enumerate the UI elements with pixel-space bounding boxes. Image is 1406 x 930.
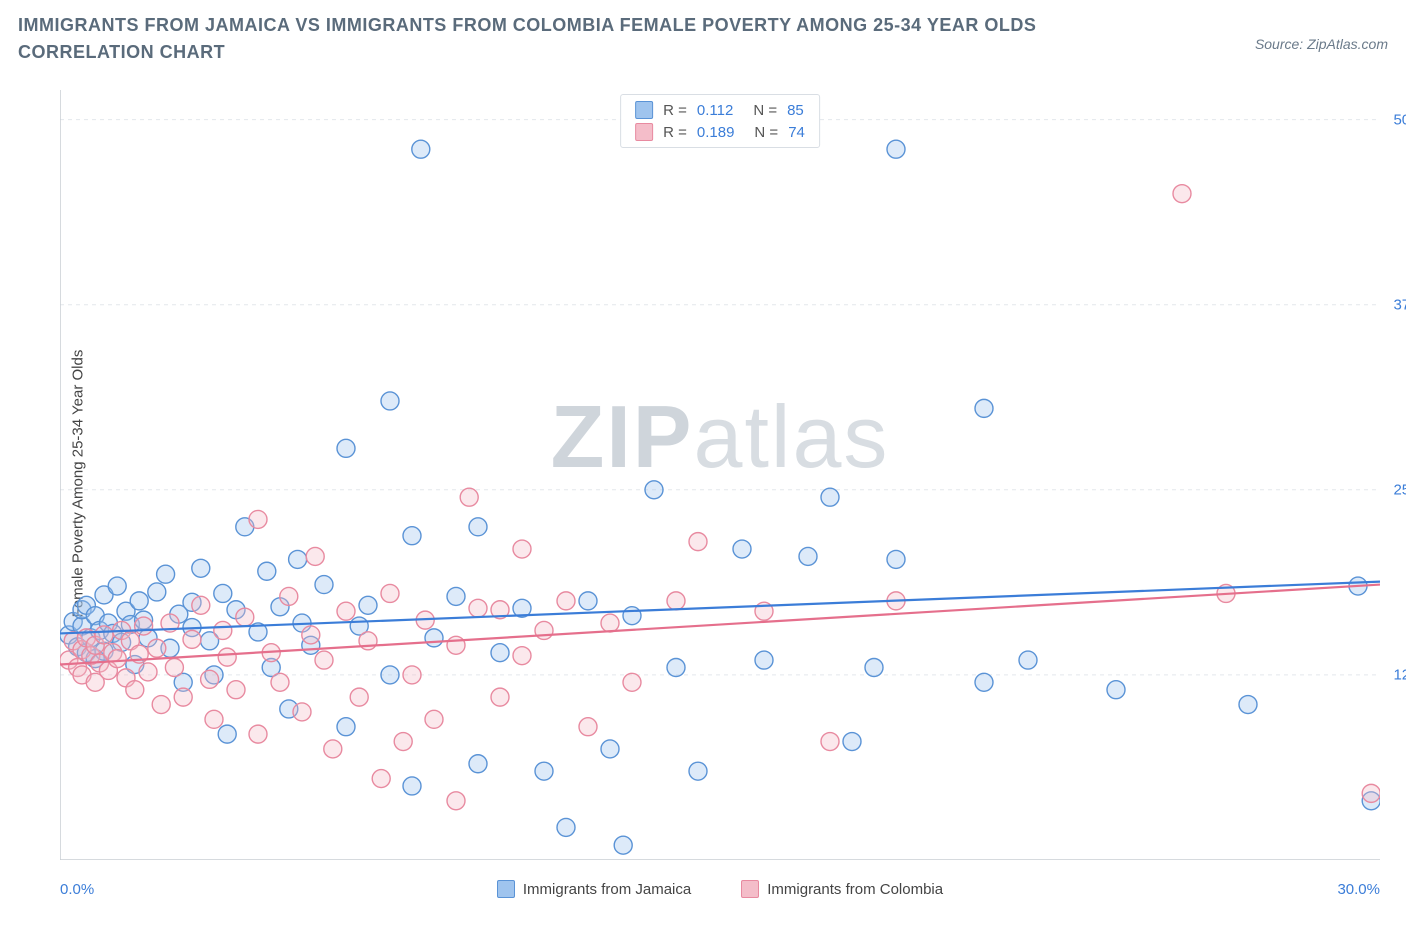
legend-item-jamaica: Immigrants from Jamaica bbox=[497, 880, 691, 898]
legend-item-colombia: Immigrants from Colombia bbox=[741, 880, 943, 898]
plot-area: Female Poverty Among 25-34 Year Olds ZIP… bbox=[60, 90, 1380, 860]
y-tick-label: 25.0% bbox=[1393, 481, 1406, 498]
legend-swatch bbox=[741, 880, 759, 898]
legend-r-label: R = bbox=[663, 102, 687, 119]
legend-swatch bbox=[497, 880, 515, 898]
legend-n-label: N = bbox=[753, 102, 777, 119]
legend-stats: R = 0.112 N = 85 R = 0.189 N = 74 bbox=[620, 94, 820, 148]
y-tick-label: 12.5% bbox=[1393, 666, 1406, 683]
legend-n-value: 85 bbox=[787, 102, 804, 119]
legend-stats-row-colombia: R = 0.189 N = 74 bbox=[635, 123, 805, 141]
legend-label: Immigrants from Jamaica bbox=[523, 881, 691, 898]
legend-r-value: 0.189 bbox=[697, 124, 735, 141]
legend-series: Immigrants from Jamaica Immigrants from C… bbox=[60, 880, 1380, 898]
y-tick-label: 50.0% bbox=[1393, 111, 1406, 128]
legend-label: Immigrants from Colombia bbox=[767, 881, 943, 898]
legend-stats-row-jamaica: R = 0.112 N = 85 bbox=[635, 101, 805, 119]
legend-n-label: N = bbox=[754, 124, 778, 141]
y-tick-label: 37.5% bbox=[1393, 296, 1406, 313]
legend-r-label: R = bbox=[663, 124, 687, 141]
scatter-chart bbox=[60, 90, 1380, 860]
legend-swatch bbox=[635, 101, 653, 119]
legend-n-value: 74 bbox=[788, 124, 805, 141]
chart-title: IMMIGRANTS FROM JAMAICA VS IMMIGRANTS FR… bbox=[18, 12, 1118, 66]
legend-r-value: 0.112 bbox=[697, 102, 733, 119]
legend-swatch bbox=[635, 123, 653, 141]
source-credit: Source: ZipAtlas.com bbox=[1255, 36, 1388, 52]
